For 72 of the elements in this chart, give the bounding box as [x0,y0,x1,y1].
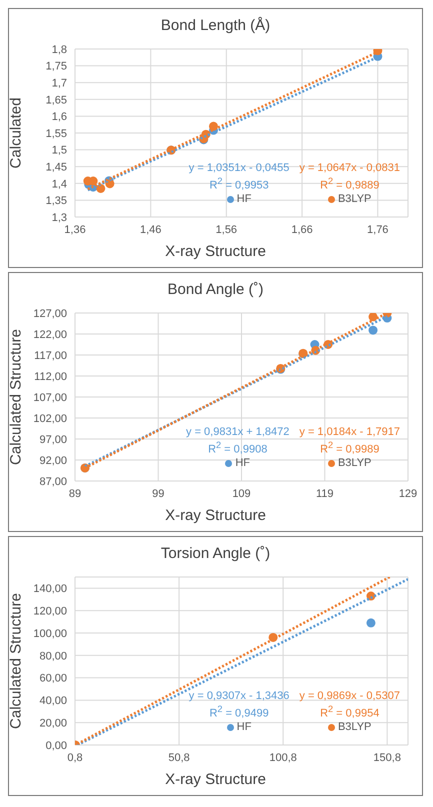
y-tick-label: 1,8 [52,44,67,56]
x-tick-label: 1,56 [216,224,238,236]
y-tick-label: 40,00 [39,695,67,708]
legend-label: HF [236,721,252,734]
y-tick-label: 1,7 [52,78,67,90]
y-tick-label: 107,00 [33,392,67,404]
x-tick-label: 109 [232,488,251,500]
annotation: R$^{2}$ = 0,9499 [208,703,270,721]
y-tick-label: 120,00 [33,606,67,618]
annotation: y = 0,9307x - 1,3436 [188,690,290,704]
x-tick-label: 1,46 [140,224,162,236]
y-tick-label: 60,00 [39,672,67,685]
y-tick-label: 127,00 [33,308,67,320]
y-tick-label: 1,6 [52,111,67,124]
chart-title: Bond Angle (˚) [166,280,264,300]
annotation: R$^{2}$ = 0,9953 [208,175,270,193]
point [368,313,378,322]
annotation: R$^{2}$ = 0,9954 [319,703,380,721]
y-tick-label: 20,00 [39,718,67,730]
annotation: y = 1,0647x - 0,0831 [299,162,400,176]
y-tick-label: 1,45 [46,162,67,174]
y-tick-label: 87,00 [39,476,67,488]
x-tick-label: 99 [152,488,164,500]
x-axis-title: X-ray Structure [164,242,267,260]
x-tick-label: 1,76 [367,224,388,236]
x-axis-title: X-ray Structure [164,770,267,788]
y-tick-label: 1,55 [46,128,67,140]
y-tick-label: 80,00 [39,650,67,662]
chart-title: Torsion Angle (˚) [160,544,272,564]
y-tick-label: 112,00 [34,370,67,383]
point [368,326,378,335]
y-tick-label: 0,00 [46,740,67,752]
y-tick-label: 92,00 [39,454,67,467]
annotation: R$^{2}$ = 0,9989 [319,439,380,457]
y-tick-label: 117,00 [34,350,67,362]
legend-label: B3LYP [338,721,372,734]
annotation: R$^{2}$ = 0,9889 [319,175,380,193]
annotation: y = 1,0184x - 1,7917 [299,426,400,440]
y-axis-title: Calculated Structure [7,329,24,465]
y-tick-label: 1,35 [46,195,67,208]
annotation: y = 0,9831x + 1,8472 [186,426,290,440]
x-tick-label: 100,8 [269,752,297,764]
y-tick-label: 100,00 [33,628,67,640]
y-tick-label: 97,00 [39,434,67,446]
x-tick-label: 0,8 [67,752,83,764]
y-axis-title: Calculated [7,98,24,168]
annotation: y = 0,9869x - 0,5307 [299,690,400,704]
y-tick-label: 1,65 [46,94,67,106]
y-tick-label: 1,75 [46,60,67,73]
y-tick-label: 122,00 [33,328,67,341]
y-tick-label: 102,00 [33,412,67,425]
legend-label: HF [236,193,252,206]
x-tick-label: 89 [68,488,82,500]
chart-title: Bond Length (Å) [160,16,272,36]
x-tick-label: 119 [316,488,334,500]
x-tick-label: 150,8 [373,752,401,764]
x-tick-label: 129 [398,488,418,500]
y-tick-label: 1,5 [52,144,67,157]
annotation: y = 1,0351x - 0,0455 [188,162,290,176]
legend-label: B3LYP [338,457,372,470]
y-axis-title: Calculated Structure [7,593,24,729]
x-axis-title: X-ray Structure [164,506,267,524]
y-tick-label: 1,4 [52,178,67,190]
legend-label: HF [235,457,250,470]
point [366,618,376,628]
y-tick-label: 140,00 [33,583,67,596]
y-tick-label: 1,3 [52,212,67,224]
annotation: R$^{2}$ = 0,9908 [207,439,268,457]
legend-label: B3LYP [338,193,372,206]
x-tick-label: 1,66 [291,224,313,236]
x-tick-label: 50,8 [168,752,190,764]
x-tick-label: 1,36 [64,224,86,236]
